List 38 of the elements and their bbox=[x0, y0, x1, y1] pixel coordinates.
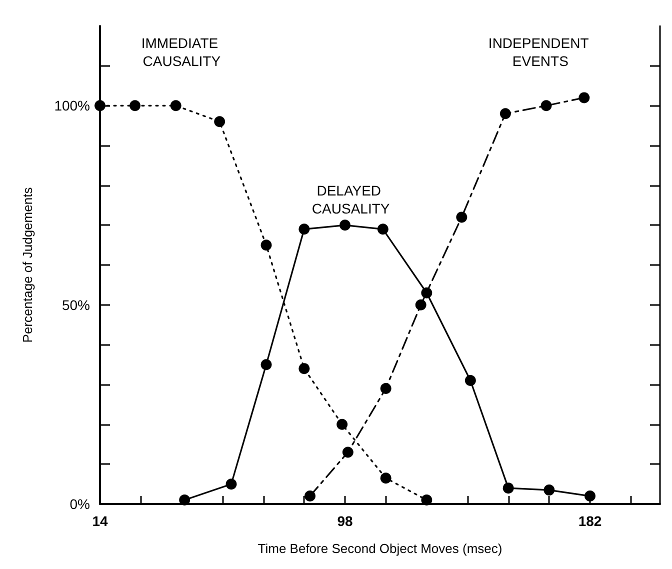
point bbox=[94, 100, 106, 112]
y-tick-label: 50% bbox=[62, 296, 90, 313]
point bbox=[130, 100, 140, 112]
series-label: INDEPENDENT EVENTS bbox=[488, 34, 592, 69]
y-tick-label: 100% bbox=[54, 98, 90, 114]
point bbox=[170, 100, 182, 112]
point bbox=[298, 224, 310, 235]
point bbox=[298, 363, 310, 374]
point bbox=[340, 220, 350, 231]
x-tick-label: 14 bbox=[92, 513, 108, 529]
x-axis-title: Time Before Second Object Moves (msec) bbox=[258, 541, 502, 556]
point bbox=[260, 240, 272, 251]
series-label: DELAYED CAUSALITY bbox=[312, 182, 390, 216]
point bbox=[456, 212, 468, 223]
point bbox=[214, 116, 226, 128]
point bbox=[336, 418, 348, 430]
y-tick-label: 0% bbox=[70, 496, 90, 512]
point bbox=[502, 482, 514, 494]
point bbox=[578, 92, 590, 104]
point bbox=[540, 100, 552, 112]
x-tick-label: 182 bbox=[578, 513, 602, 529]
point bbox=[260, 359, 272, 370]
point bbox=[421, 287, 432, 298]
point bbox=[342, 446, 354, 458]
x-tick-label: 98 bbox=[337, 513, 353, 529]
point bbox=[380, 382, 392, 394]
point bbox=[544, 484, 555, 496]
point bbox=[377, 224, 388, 235]
point bbox=[304, 490, 316, 502]
point bbox=[415, 299, 426, 310]
point bbox=[226, 478, 237, 490]
point bbox=[500, 108, 511, 120]
point bbox=[380, 472, 392, 484]
point bbox=[464, 375, 476, 386]
point bbox=[421, 494, 432, 506]
y-axis-title: Percentage of Judgements bbox=[20, 186, 35, 343]
point bbox=[179, 494, 190, 506]
text: IMMEDIATE CAUSALITY bbox=[141, 34, 222, 69]
